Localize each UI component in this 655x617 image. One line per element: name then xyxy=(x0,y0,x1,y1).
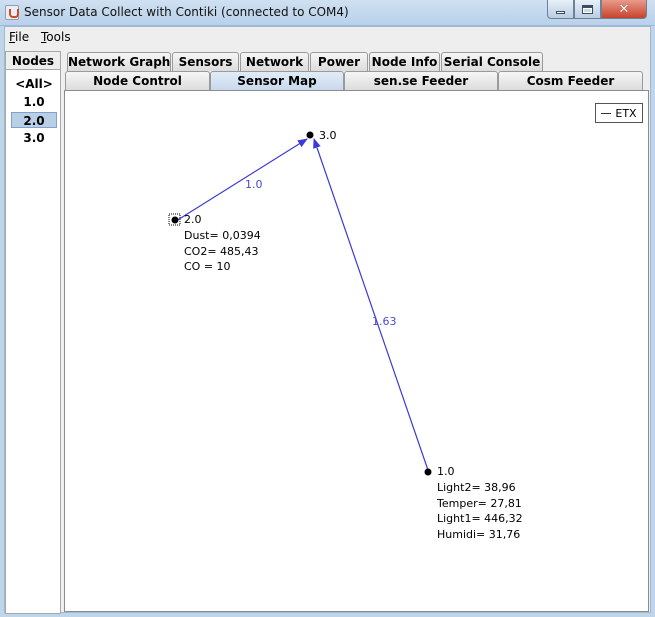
reading-light2: Light2= 38,96 xyxy=(437,481,516,494)
close-icon: ✕ xyxy=(618,1,630,17)
title-bar: Sensor Data Collect with Contiki (connec… xyxy=(0,0,655,26)
tab-network[interactable]: Network xyxy=(240,52,309,71)
sensor-node-label-1-0: 1.0 xyxy=(437,465,455,478)
sensor-node-label-3-0: 3.0 xyxy=(319,129,337,142)
tab-node-info[interactable]: Node Info xyxy=(369,52,440,71)
edge-2-0-to-3-0 xyxy=(175,138,308,222)
node-item-1-0[interactable]: 1.0 xyxy=(23,95,45,109)
sensor-node-2-0[interactable] xyxy=(171,216,179,224)
selected-node-focus xyxy=(168,213,181,226)
reading-light1: Light1= 446,32 xyxy=(437,512,523,525)
legend: ETX xyxy=(595,103,643,123)
tab-sensor-map[interactable]: Sensor Map xyxy=(210,71,344,90)
sensor-readings-1-0: Light2= 38,96 Temper= 27,81 Light1= 446,… xyxy=(437,480,523,542)
tab-power[interactable]: Power xyxy=(310,52,368,71)
tab-sensors[interactable]: Sensors xyxy=(172,52,239,71)
close-button[interactable]: ✕ xyxy=(601,0,647,19)
node-item-2-0[interactable]: 2.0 xyxy=(11,112,57,128)
tab-sense-feeder[interactable]: sen.se Feeder xyxy=(344,71,498,90)
reading-dust: Dust= 0,0394 xyxy=(184,229,261,242)
edge-1-0-to-3-0 xyxy=(313,138,430,474)
minimize-button[interactable] xyxy=(547,0,574,19)
legend-line-swatch xyxy=(601,112,612,114)
menu-file[interactable]: File xyxy=(9,30,30,44)
nodes-header: Nodes xyxy=(6,52,60,70)
tab-serial-console[interactable]: Serial Console xyxy=(441,52,543,71)
tab-network-graph[interactable]: Network Graph xyxy=(67,52,171,71)
sensor-map-graph: 1.0 1.63 3.0 2.0 1.0 xyxy=(168,129,455,478)
sensor-node-label-2-0: 2.0 xyxy=(184,213,202,226)
sensor-readings-2-0: Dust= 0,0394 CO2= 485,43 CO = 10 xyxy=(184,228,261,275)
menu-tools[interactable]: Tools xyxy=(41,30,71,44)
minimize-icon xyxy=(556,10,565,14)
node-item-3-0[interactable]: 3.0 xyxy=(23,131,45,145)
edge-label-2-0-to-3-0: 1.0 xyxy=(245,178,263,191)
menu-bar: File Tools xyxy=(5,27,650,49)
reading-co2: CO2= 485,43 xyxy=(184,244,259,258)
edge-label-1-0-to-3-0: 1.63 xyxy=(372,315,397,328)
legend-label: ETX xyxy=(615,106,637,120)
tab-cosm-feeder[interactable]: Cosm Feeder xyxy=(498,71,643,90)
java-app-icon xyxy=(5,5,19,20)
reading-co: CO = 10 xyxy=(184,260,231,273)
reading-temper: Temper= 27,81 xyxy=(437,496,522,510)
nodes-list: Nodes <All> 1.0 2.0 3.0 xyxy=(5,51,61,614)
reading-humidi: Humidi= 31,76 xyxy=(437,527,521,541)
maximize-icon xyxy=(582,4,593,14)
sensor-node-1-0[interactable] xyxy=(424,468,432,476)
tab-node-control[interactable]: Node Control xyxy=(65,71,210,90)
sensor-node-3-0[interactable] xyxy=(306,131,314,139)
client-area: File Tools Nodes <All> 1.0 2.0 3.0 Netwo… xyxy=(4,26,651,614)
sensor-map-canvas[interactable]: 1.0 1.63 3.0 2.0 1.0 ETX Dust= 0,0394 CO… xyxy=(64,90,649,612)
window-title: Sensor Data Collect with Contiki (connec… xyxy=(24,5,349,19)
node-item-all[interactable]: <All> xyxy=(15,77,53,91)
maximize-button[interactable] xyxy=(574,0,601,19)
